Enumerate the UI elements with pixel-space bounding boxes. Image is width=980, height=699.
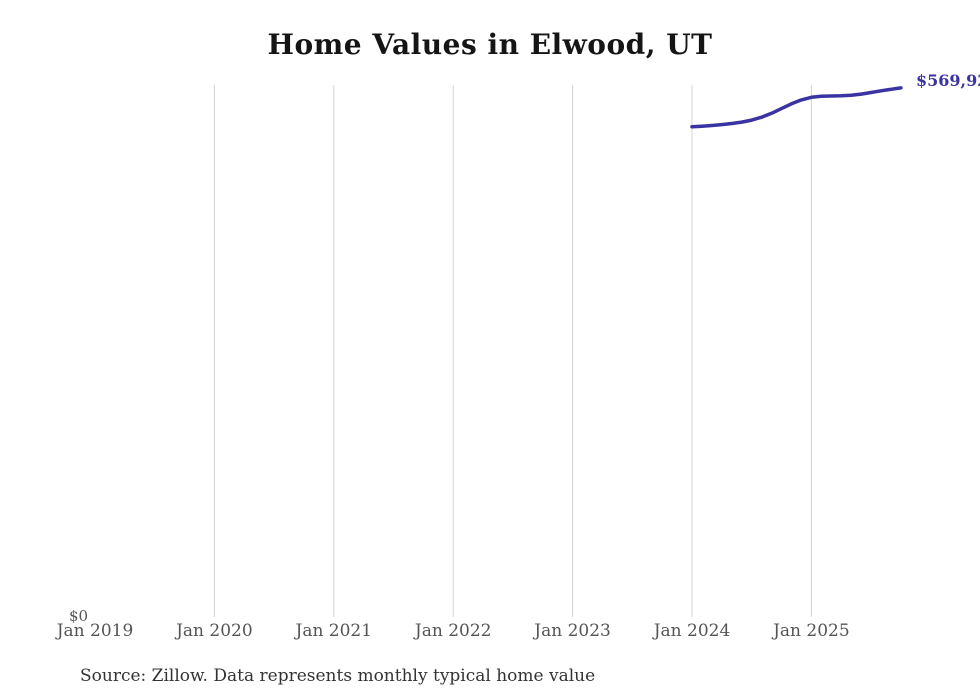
y-axis-zero-label: $0	[69, 607, 89, 625]
x-axis-label: Jan 2021	[295, 621, 373, 641]
x-axis-label: Jan 2020	[176, 621, 253, 641]
home-value-line	[690, 86, 903, 129]
source-note: Source: Zillow. Data represents monthly …	[80, 666, 596, 686]
x-axis-label: Jan 2019	[56, 621, 134, 641]
x-axis-label: Jan 2025	[773, 621, 850, 641]
line-end-value-label: $569,925	[916, 71, 980, 90]
x-axis-label: Jan 2024	[653, 621, 731, 641]
chart-title: Home Values in Elwood, UT	[267, 28, 713, 61]
x-axis-label: Jan 2022	[414, 621, 492, 641]
x-axis-label: Jan 2023	[534, 621, 611, 641]
